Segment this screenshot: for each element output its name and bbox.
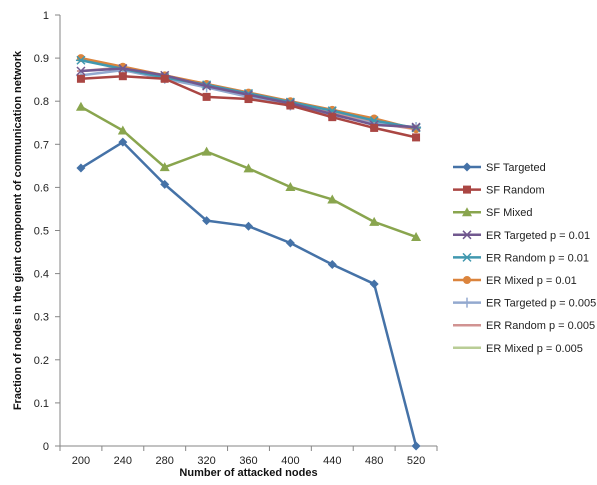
series-sf-random <box>76 72 421 142</box>
y-tick-label: 0.5 <box>34 226 49 238</box>
data-point <box>411 441 421 451</box>
legend-item: ER Targeted p = 0.005 <box>453 297 596 310</box>
legend-label: ER Random p = 0.01 <box>486 252 589 264</box>
y-tick-label: 0.6 <box>34 182 49 194</box>
data-point <box>75 101 86 111</box>
x-tick-label: 280 <box>156 455 174 467</box>
x-tick-label: 480 <box>365 455 383 467</box>
legend-label: SF Targeted <box>486 162 546 174</box>
data-point <box>118 137 128 147</box>
legend-item: ER Mixed p = 0.01 <box>453 275 577 287</box>
x-tick-label: 320 <box>197 455 215 467</box>
data-point <box>76 74 85 83</box>
data-point <box>117 125 128 135</box>
data-point <box>286 101 295 110</box>
legend-label: ER Targeted p = 0.01 <box>486 230 590 242</box>
data-point <box>327 194 338 204</box>
x-tick-label: 440 <box>323 455 341 467</box>
y-tick-labels: 0 0.1 0.2 0.3 0.4 0.5 0.6 0.7 0.8 0.9 1 <box>34 10 49 453</box>
legend-marker <box>462 207 472 217</box>
x-axis-title: Number of attacked nodes <box>179 467 317 479</box>
y-tick-label: 0.2 <box>34 355 49 367</box>
legend-label: SF Mixed <box>486 207 532 219</box>
legend-marker <box>463 276 471 284</box>
y-tick-label: 0.4 <box>34 269 49 281</box>
series-sf-mixed <box>75 101 422 241</box>
y-tick-label: 0.3 <box>34 312 49 324</box>
data-point <box>202 216 212 226</box>
legend-item: SF Targeted <box>453 162 546 174</box>
x-tick-label: 520 <box>407 455 425 467</box>
data-point <box>244 221 253 231</box>
data-point <box>76 163 86 173</box>
y-tick-label: 0 <box>43 441 49 453</box>
legend: SF Targeted SF Random SF Mixed ER Targeted … <box>453 162 596 355</box>
legend-marker <box>462 230 472 240</box>
series-sf-targeted <box>76 137 421 451</box>
data-point <box>411 231 422 241</box>
legend-item: ER Random p = 0.01 <box>453 252 589 264</box>
data-point <box>285 238 295 248</box>
data-point <box>75 55 86 65</box>
legend-label: ER Random p = 0.005 <box>486 320 595 332</box>
legend-marker <box>462 297 472 308</box>
x-tick-labels: 200 240 280 320 360 400 440 480 520 <box>72 455 425 467</box>
data-point <box>369 216 380 226</box>
data-point <box>327 260 337 270</box>
data-point <box>244 95 253 104</box>
x-tick-label: 240 <box>114 455 132 467</box>
legend-marker <box>463 185 471 194</box>
legend-item: ER Mixed p = 0.005 <box>453 343 583 355</box>
legend-item: ER Random p = 0.005 <box>453 320 595 332</box>
data-point <box>369 279 379 289</box>
data-point <box>243 163 254 173</box>
x-tick-label: 360 <box>239 455 257 467</box>
y-tick-label: 0.7 <box>34 139 49 151</box>
data-point <box>285 181 296 191</box>
data-point <box>160 179 170 189</box>
data-point <box>328 113 337 122</box>
y-tick-label: 1 <box>43 10 49 22</box>
y-tick-label: 0.9 <box>34 53 49 65</box>
data-point <box>370 123 379 132</box>
legend-item: ER Targeted p = 0.01 <box>453 230 590 242</box>
y-tick-label: 0.1 <box>34 398 49 410</box>
legend-item: SF Random <box>453 185 545 197</box>
legend-label: ER Mixed p = 0.005 <box>486 343 583 355</box>
axes <box>55 14 438 451</box>
legend-item: SF Mixed <box>453 207 532 219</box>
data-point <box>160 74 169 83</box>
legend-marker <box>462 162 472 172</box>
data-point <box>76 66 86 76</box>
x-tick-label: 400 <box>281 455 299 467</box>
data-point <box>202 92 211 101</box>
data-point <box>202 81 212 91</box>
data-point <box>412 133 421 142</box>
data-point <box>411 122 421 132</box>
legend-label: SF Random <box>486 185 545 197</box>
series-layer <box>75 54 422 451</box>
y-axis-title: Fraction of nodes in the giant component… <box>12 50 24 410</box>
data-point <box>201 146 212 156</box>
data-point <box>118 72 127 81</box>
data-point <box>159 162 170 172</box>
legend-label: ER Mixed p = 0.01 <box>486 275 577 287</box>
legend-label: ER Targeted p = 0.005 <box>486 298 596 310</box>
data-point <box>118 63 128 73</box>
x-tick-label: 200 <box>72 455 90 467</box>
legend-marker <box>462 252 472 262</box>
y-tick-label: 0.8 <box>34 96 49 108</box>
